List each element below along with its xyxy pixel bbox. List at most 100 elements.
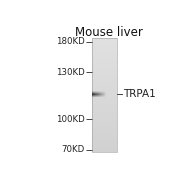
Bar [92, 48, 117, 49]
Bar [92, 86, 117, 87]
Bar [92, 139, 117, 140]
Bar [92, 129, 117, 130]
Bar [92, 108, 117, 109]
Bar [92, 58, 117, 59]
Bar [92, 136, 117, 137]
Bar [92, 70, 117, 71]
Bar [92, 69, 117, 70]
Bar [92, 146, 117, 147]
Bar [92, 54, 117, 55]
Bar [92, 109, 117, 110]
Bar [92, 46, 117, 47]
Bar [92, 122, 117, 123]
Bar [92, 142, 117, 143]
Bar [92, 138, 117, 139]
Text: TRPA1: TRPA1 [123, 89, 156, 99]
Bar [92, 51, 117, 52]
Bar [92, 90, 117, 91]
Bar [92, 71, 117, 72]
Bar [92, 126, 117, 127]
Bar [92, 137, 117, 138]
Bar [92, 125, 117, 126]
Bar [92, 38, 117, 39]
Bar [92, 111, 117, 112]
Bar [92, 53, 117, 54]
Bar [92, 135, 117, 136]
Bar [92, 93, 117, 94]
Bar [92, 107, 117, 108]
Bar [92, 83, 117, 84]
Bar [92, 151, 117, 152]
Bar [92, 68, 117, 69]
Bar [92, 105, 117, 106]
Bar [92, 131, 117, 132]
Bar [92, 76, 117, 77]
Bar [92, 112, 117, 113]
Bar [92, 41, 117, 42]
Bar [92, 144, 117, 145]
Bar [92, 102, 117, 103]
Text: 180KD: 180KD [56, 37, 85, 46]
Bar [92, 145, 117, 146]
Bar [92, 104, 117, 105]
Bar [92, 97, 117, 98]
Bar [92, 94, 117, 95]
Bar [92, 91, 117, 92]
Bar [92, 64, 117, 65]
Bar [92, 113, 117, 114]
Bar [92, 95, 117, 96]
Bar [92, 92, 117, 93]
Text: Mouse liver: Mouse liver [75, 26, 143, 39]
Bar [92, 116, 117, 117]
Text: 100KD: 100KD [56, 115, 85, 124]
Bar [92, 60, 117, 61]
Bar [92, 52, 117, 53]
Bar [92, 132, 117, 133]
Bar [92, 61, 117, 62]
Bar [92, 85, 117, 86]
Bar [92, 110, 117, 111]
Bar [92, 47, 117, 48]
Bar [92, 62, 117, 63]
Bar [92, 73, 117, 74]
Bar [92, 119, 117, 120]
Bar [92, 56, 117, 57]
Bar [92, 88, 117, 89]
Bar [92, 65, 117, 66]
Bar [92, 38, 117, 152]
Bar [92, 75, 117, 76]
Bar [92, 40, 117, 41]
Bar [92, 130, 117, 131]
Bar [92, 133, 117, 134]
Bar [92, 78, 117, 79]
Bar [92, 55, 117, 56]
Bar [92, 94, 117, 95]
Bar [92, 150, 117, 151]
Bar [92, 118, 117, 119]
Bar [92, 128, 117, 129]
Bar [92, 84, 117, 85]
Bar [92, 50, 117, 51]
Bar [92, 82, 117, 83]
Bar [92, 59, 117, 60]
Bar [92, 141, 117, 142]
Bar [92, 123, 117, 124]
Bar [92, 89, 117, 90]
Bar [92, 124, 117, 125]
Bar [92, 87, 117, 88]
Bar [92, 79, 117, 80]
Bar [92, 39, 117, 40]
Bar [92, 140, 117, 141]
Bar [92, 74, 117, 75]
Bar [92, 103, 117, 104]
Bar [92, 148, 117, 149]
Bar [92, 77, 117, 78]
Bar [92, 67, 117, 68]
Bar [92, 99, 117, 100]
Bar [92, 49, 117, 50]
Bar [92, 45, 117, 46]
Bar [92, 43, 117, 44]
Bar [92, 117, 117, 118]
Bar [92, 98, 117, 99]
Bar [92, 44, 117, 45]
